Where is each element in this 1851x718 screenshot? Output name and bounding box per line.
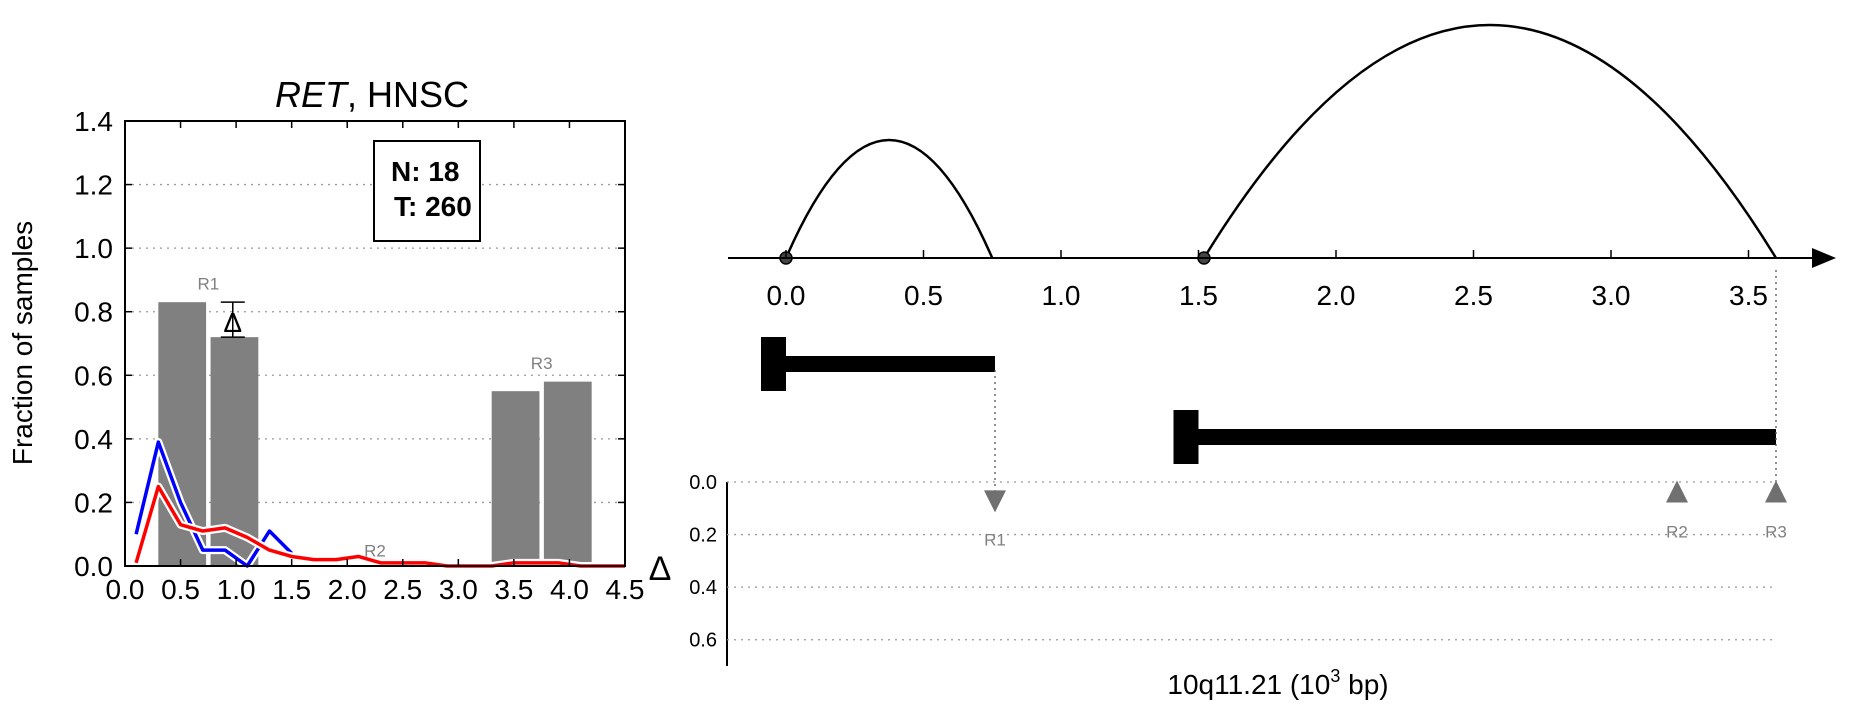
y-tick-label: 0.2 [74,487,113,518]
delta-tick-label: 0.4 [689,577,717,599]
delta-axis: 0.0 0.2 0.4 0.6 Δ [649,472,1775,666]
x-tick-label: 2.0 [328,574,367,605]
plot-frame [124,120,626,567]
marker-label: R3 [1765,523,1787,542]
tumor-count: T: 260 [394,191,472,222]
title-rest: , HNSC [347,74,469,115]
y-tick-label: 0.0 [74,551,113,582]
series-line [134,484,625,568]
x-axis-title: 10q11.21 (103 bp) [1167,666,1388,700]
delta-symbol: Δ [223,307,242,338]
x-tick-label: 4.5 [606,574,645,605]
locus-diagram: 0.0 0.5 1.0 1.5 2.0 2.5 3.0 3.5 0.0 0.2 0.4 0.6 Δ R… [649,23,1836,700]
link-arc [1202,23,1778,259]
sample-count-frame [373,140,481,242]
marker-up-icon [1765,480,1787,503]
region-label: R3 [531,354,553,373]
x-tick-label: 4.0 [550,574,589,605]
region-label: R2 [364,541,386,560]
genomic-tick-label: 2.5 [1454,280,1493,311]
chart-title: RET, HNSC [275,74,469,115]
arcs [779,23,1778,265]
x-tick-label: 1.0 [217,574,256,605]
x-tick-label: 1.5 [272,574,311,605]
bar [543,381,592,566]
x-tick-label: 3.0 [439,574,478,605]
axis-ticks: 0.0 0.5 1.0 1.5 2.0 2.5 3.0 3.5 4.0 4.5 0.0 0.2 0.4 0… [74,106,644,605]
y-tick-label: 1.4 [74,106,113,137]
delta-axis-label: Δ [649,550,672,588]
delta-annotation: Δ [220,301,245,338]
y-tick-label: 1.2 [74,170,113,201]
link-arc [784,139,994,259]
genomic-ticks: 0.0 0.5 1.0 1.5 2.0 2.5 3.0 3.5 [767,250,1768,311]
x-tick-label: 0.5 [161,574,200,605]
genomic-tick-label: 0.0 [767,280,806,311]
marker-up-icon [1666,480,1688,503]
marker-label: R2 [1666,523,1688,542]
guide-lines [994,270,1777,491]
region-labels: R1 R2 R3 [197,274,552,560]
delta-tick-label: 0.2 [689,525,717,547]
y-tick-label: 0.6 [74,360,113,391]
gene-body [1198,429,1776,445]
sample-count-box: N: 18 T: 260 [373,140,481,242]
fraction-chart: RET, HNSC R1 R2 R3 Δ 0.0 0.5 1.0 1.5 2.0 2.5 3.0… [7,74,644,605]
genomic-tick-label: 1.5 [1179,280,1218,311]
gene-structures [761,337,1776,464]
genomic-tick-label: 2.0 [1317,280,1356,311]
genomic-axis [728,248,1836,268]
y-axis-title: Fraction of samples [7,221,38,465]
y-tick-label: 0.4 [74,424,113,455]
series-lines [132,438,625,570]
y-tick-label: 1.0 [74,233,113,264]
axis-arrow-icon [1812,248,1836,268]
region-label: R1 [197,274,219,293]
bars [158,302,592,566]
x-tick-label: 0.0 [106,574,145,605]
gene-body [786,356,995,372]
genomic-tick-label: 0.5 [904,280,943,311]
marker-label: R1 [984,530,1006,549]
bar [491,391,540,566]
series-line [134,440,293,568]
normal-count: N: 18 [391,156,459,187]
region-markers: R1 R2 R3 [984,480,1787,549]
gene-start-block [761,337,786,391]
genomic-tick-label: 3.5 [1729,280,1768,311]
delta-tick-label: 0.6 [689,630,717,652]
gene-start-block [1173,410,1199,464]
title-gene: RET [275,74,350,115]
genomic-tick-label: 1.0 [1042,280,1081,311]
delta-tick-label: 0.0 [689,472,717,494]
x-tick-label: 3.5 [494,574,533,605]
genomic-tick-label: 3.0 [1592,280,1631,311]
marker-down-icon [984,490,1006,513]
y-tick-label: 0.8 [74,297,113,328]
x-tick-label: 2.5 [383,574,422,605]
